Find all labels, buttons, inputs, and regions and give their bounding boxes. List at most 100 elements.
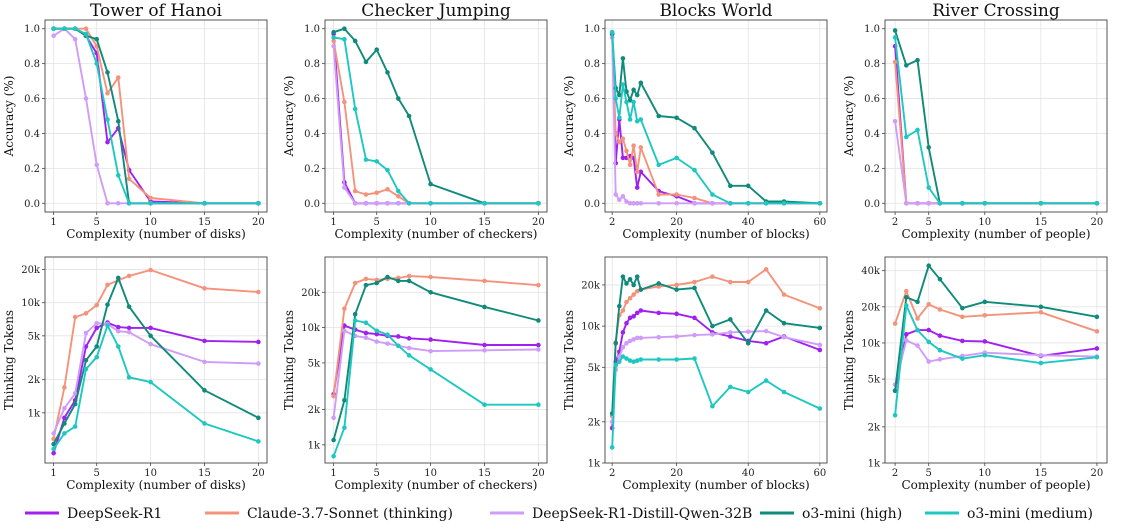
series-deepseek-r1 (609, 308, 823, 431)
data-point (638, 357, 644, 362)
data-point (105, 323, 110, 328)
y-tick-label: 0.0 (24, 199, 40, 210)
x-tick-label: 10 (424, 217, 437, 228)
data-point (94, 61, 100, 66)
data-point (926, 263, 932, 269)
data-point (126, 325, 132, 331)
chart-title: River Crossing (932, 1, 1060, 21)
series-o3-mini-medium- (331, 35, 541, 206)
x-tick-label: 10 (144, 468, 157, 479)
data-point (482, 200, 487, 206)
data-point (609, 29, 615, 35)
data-point (482, 348, 487, 353)
data-point (627, 338, 633, 344)
data-point (904, 134, 909, 140)
data-point (627, 200, 633, 206)
data-point (126, 329, 132, 335)
data-point (115, 328, 121, 334)
data-point (781, 334, 787, 340)
x-axis-label: Complexity (number of disks) (66, 227, 246, 241)
data-point (620, 330, 626, 335)
data-point (627, 295, 633, 301)
y-tick-label: 0.0 (584, 199, 600, 210)
data-point (728, 330, 733, 335)
data-point (1038, 352, 1044, 358)
data-point (1094, 314, 1100, 320)
data-point (624, 148, 629, 154)
y-axis-label: Thinking Tokens (562, 310, 576, 410)
data-point (617, 359, 622, 364)
chart-panel-3: 2 20 40 60 0.0 0.2 0.4 0.6 0.8 1.0 Blocks World Com… (562, 1, 828, 241)
x-tick-label: 15 (478, 217, 491, 228)
data-point (395, 193, 401, 199)
series-claude-3-7-sonnet-thinking- (51, 267, 261, 442)
data-point (763, 378, 769, 383)
y-tick-label: 5k (308, 358, 321, 369)
data-point (892, 388, 898, 394)
data-point (674, 115, 679, 121)
data-point (763, 308, 769, 313)
data-point (94, 325, 100, 331)
series-deepseek-r1 (892, 43, 1100, 206)
data-point (148, 325, 153, 331)
series-o3-mini-medium- (51, 323, 261, 452)
data-point (634, 169, 640, 175)
data-point (617, 115, 622, 121)
data-point (342, 26, 347, 32)
y-tick-label: 0.8 (304, 59, 320, 70)
data-point (915, 127, 920, 133)
data-point (115, 324, 121, 330)
data-point (904, 338, 909, 343)
x-tick-label: 20 (532, 468, 545, 479)
data-point (781, 389, 787, 395)
y-tick-label: 1.0 (864, 24, 880, 35)
data-point (406, 345, 412, 351)
series-line (53, 27, 259, 205)
data-point (148, 333, 153, 339)
data-point (631, 87, 636, 93)
data-point (94, 320, 100, 326)
x-tick-label: 15 (198, 217, 211, 228)
data-point (692, 356, 697, 361)
y-tick-label: 1.0 (24, 24, 40, 35)
data-point (1094, 354, 1100, 360)
x-tick-label: 60 (813, 217, 826, 228)
data-point (634, 288, 640, 294)
y-tick-label: 0.0 (864, 199, 880, 210)
series-line (332, 46, 539, 205)
series-o3-mini-high- (609, 274, 823, 416)
data-point (745, 183, 751, 189)
data-point (1094, 329, 1100, 334)
data-point (982, 339, 988, 344)
data-point (202, 286, 207, 291)
data-point (256, 415, 261, 421)
data-point (892, 412, 898, 418)
data-point (627, 97, 633, 103)
x-axis-label: Complexity (number of blocks) (622, 478, 809, 492)
data-point (624, 299, 629, 305)
data-point (926, 339, 932, 345)
data-point (817, 406, 823, 411)
data-point (115, 173, 121, 178)
x-tick-label: 10 (978, 468, 991, 479)
data-point (406, 353, 412, 358)
data-point (536, 200, 541, 206)
y-tick-label: 1k (868, 459, 881, 470)
data-point (51, 450, 56, 456)
data-point (374, 280, 380, 286)
data-point (83, 357, 89, 363)
data-point (105, 139, 110, 145)
data-point (728, 279, 733, 285)
series-line (53, 27, 259, 205)
data-point (656, 113, 662, 119)
series-deepseek-r1-distill-qwen-32b (51, 26, 261, 206)
data-point (692, 167, 697, 173)
legend-item: DeepSeek-R1 (25, 506, 162, 522)
series-deepseek-r1-distill-qwen-32b (331, 328, 541, 421)
series-deepseek-r1-distill-qwen-32b (331, 43, 541, 206)
data-point (536, 342, 541, 348)
data-point (331, 437, 336, 443)
